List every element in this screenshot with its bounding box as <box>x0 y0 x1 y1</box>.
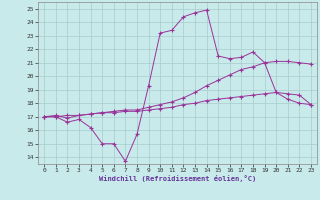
X-axis label: Windchill (Refroidissement éolien,°C): Windchill (Refroidissement éolien,°C) <box>99 175 256 182</box>
